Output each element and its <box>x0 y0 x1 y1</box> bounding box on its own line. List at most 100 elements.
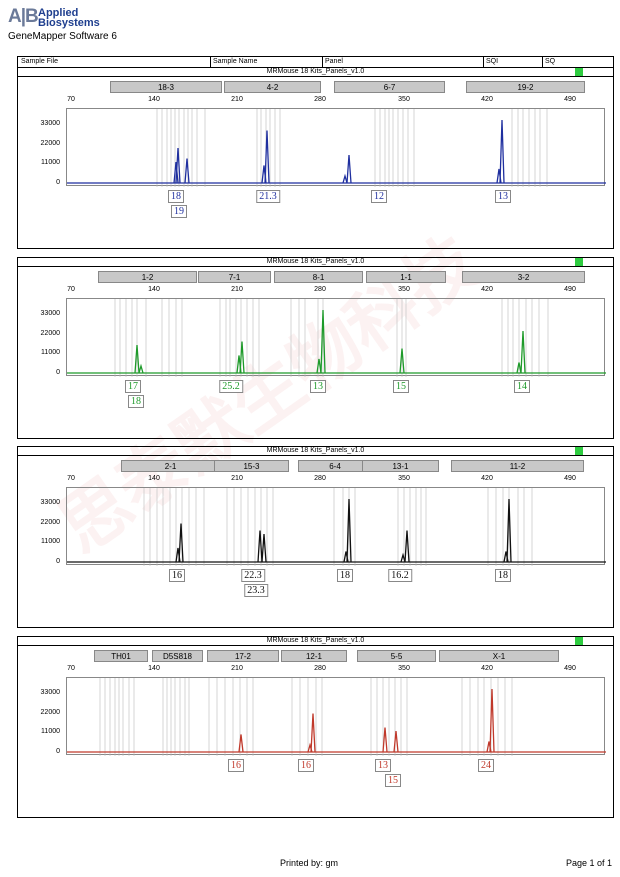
trace-plot[interactable] <box>66 487 606 566</box>
allele-call-label[interactable]: 17 <box>125 380 141 393</box>
x-axis-tick: 350 <box>398 286 410 293</box>
x-axis-tick: 490 <box>564 286 576 293</box>
locus-label[interactable]: TH01 <box>94 650 148 662</box>
trace-plot[interactable] <box>66 108 606 187</box>
locus-label[interactable]: D5S818 <box>152 650 203 662</box>
trace-peak <box>499 119 505 184</box>
trace-peak <box>175 147 181 184</box>
x-axis-tick: 350 <box>398 96 410 103</box>
allele-call-label[interactable]: 18 <box>128 395 144 408</box>
x-axis-tick: 420 <box>481 665 493 672</box>
trace-peak <box>404 530 410 563</box>
col-panel: Panel <box>325 58 343 65</box>
y-axis-tick: 33000 <box>40 499 60 506</box>
y-axis-tick: 11000 <box>41 538 60 545</box>
allele-call-label[interactable]: 16 <box>169 569 185 582</box>
allele-call-label[interactable]: 16 <box>298 759 314 772</box>
locus-label[interactable]: 8-1 <box>274 271 363 283</box>
y-axis-tick: 22000 <box>40 518 60 526</box>
locus-label[interactable]: 18-3 <box>110 81 222 93</box>
locus-label[interactable]: 2-1 <box>121 460 220 472</box>
trace-plot[interactable] <box>66 298 606 377</box>
allele-call-label[interactable]: 23.3 <box>244 584 268 597</box>
y-axis-tick: 11000 <box>41 159 60 166</box>
allele-call-label[interactable]: 24 <box>478 759 494 772</box>
allele-call-label[interactable]: 18 <box>495 569 511 582</box>
y-axis-tick: 0 <box>56 368 60 376</box>
locus-label[interactable]: 11-2 <box>451 460 584 472</box>
locus-label[interactable]: 15-3 <box>214 460 289 472</box>
x-axis-tick: 140 <box>148 475 160 482</box>
software-name: GeneMapper Software 6 <box>8 31 117 42</box>
allele-call-label[interactable]: 13 <box>310 380 326 393</box>
locus-label[interactable]: 7-1 <box>198 271 271 283</box>
allele-call-label[interactable]: 25.2 <box>219 380 243 393</box>
allele-call-label[interactable]: 21.3 <box>256 190 280 203</box>
locus-label[interactable]: 3-2 <box>462 271 585 283</box>
x-axis-tick: 280 <box>314 286 326 293</box>
panel-title-bar: MRMouse 18 Kits_Panels_v1.0 <box>18 258 613 267</box>
x-axis-tick: 210 <box>231 286 243 293</box>
allele-call-label[interactable]: 13 <box>375 759 391 772</box>
locus-label[interactable]: 1-2 <box>98 271 197 283</box>
x-axis-tick: 140 <box>148 96 160 103</box>
trace-peak <box>184 158 190 184</box>
locus-label[interactable]: 4-2 <box>224 81 321 93</box>
panel-title: MRMouse 18 Kits_Panels_v1.0 <box>266 258 365 265</box>
locus-label[interactable]: 17-2 <box>207 650 279 662</box>
trace-peak <box>393 730 399 753</box>
locus-label[interactable]: 13-1 <box>362 460 439 472</box>
allele-call-label[interactable]: 12 <box>371 190 387 203</box>
trace-plot[interactable] <box>66 677 606 756</box>
trace-peak <box>316 358 322 374</box>
allele-call-label[interactable]: 15 <box>393 380 409 393</box>
allele-call-label[interactable]: 13 <box>495 190 511 203</box>
printed-by: Printed by: gm <box>280 858 339 868</box>
trace-peak <box>320 309 326 374</box>
locus-label[interactable]: 19-2 <box>466 81 585 93</box>
logo-line2: Biosystems <box>38 17 100 29</box>
x-axis-tick: 420 <box>481 475 493 482</box>
locus-label[interactable]: X-1 <box>439 650 559 662</box>
applied-biosystems-logo: A|B Applied Biosystems <box>8 6 128 32</box>
trace-peak <box>138 363 144 374</box>
status-indicator <box>575 637 583 645</box>
trace-peak <box>134 344 140 374</box>
logo-mark: A|B <box>8 6 39 27</box>
trace-peak <box>489 688 495 753</box>
allele-call-label[interactable]: 16 <box>228 759 244 772</box>
allele-call-label[interactable]: 14 <box>514 380 530 393</box>
allele-call-label[interactable]: 18 <box>168 190 184 203</box>
panel-title-bar: MRMouse 18 Kits_Panels_v1.0 <box>18 447 613 456</box>
allele-call-label[interactable]: 18 <box>337 569 353 582</box>
trace-peak <box>239 341 245 374</box>
allele-call-label[interactable]: 19 <box>171 205 187 218</box>
status-indicator <box>575 258 583 266</box>
allele-call-label[interactable]: 16.2 <box>388 569 412 582</box>
locus-label[interactable]: 5-5 <box>357 650 436 662</box>
logo-line1: Applied <box>38 7 79 19</box>
locus-label[interactable]: 1-1 <box>366 271 446 283</box>
trace-peak <box>178 523 184 563</box>
x-axis-tick: 210 <box>231 665 243 672</box>
allele-call-label[interactable]: 15 <box>385 774 401 787</box>
x-axis-tick: 490 <box>564 96 576 103</box>
trace-peak <box>310 713 316 753</box>
trace-peak <box>516 362 522 374</box>
x-axis-tick: 490 <box>564 665 576 672</box>
trace-peak <box>346 154 352 184</box>
locus-label[interactable]: 6-7 <box>334 81 445 93</box>
x-axis-tick: 70 <box>67 665 75 672</box>
trace-peak <box>342 173 348 184</box>
y-axis-tick: 11000 <box>41 349 60 356</box>
locus-label[interactable]: 12-1 <box>281 650 347 662</box>
allele-call-label[interactable]: 22.3 <box>241 569 265 582</box>
trace-peak <box>506 498 512 563</box>
panel-title: MRMouse 18 Kits_Panels_v1.0 <box>266 637 365 644</box>
x-axis-tick: 70 <box>67 96 75 103</box>
x-axis-tick: 210 <box>231 96 243 103</box>
y-axis-tick: 0 <box>56 557 60 565</box>
locus-label[interactable]: 6-4 <box>298 460 372 472</box>
trace-svg <box>67 488 606 566</box>
trace-peak <box>520 330 526 374</box>
